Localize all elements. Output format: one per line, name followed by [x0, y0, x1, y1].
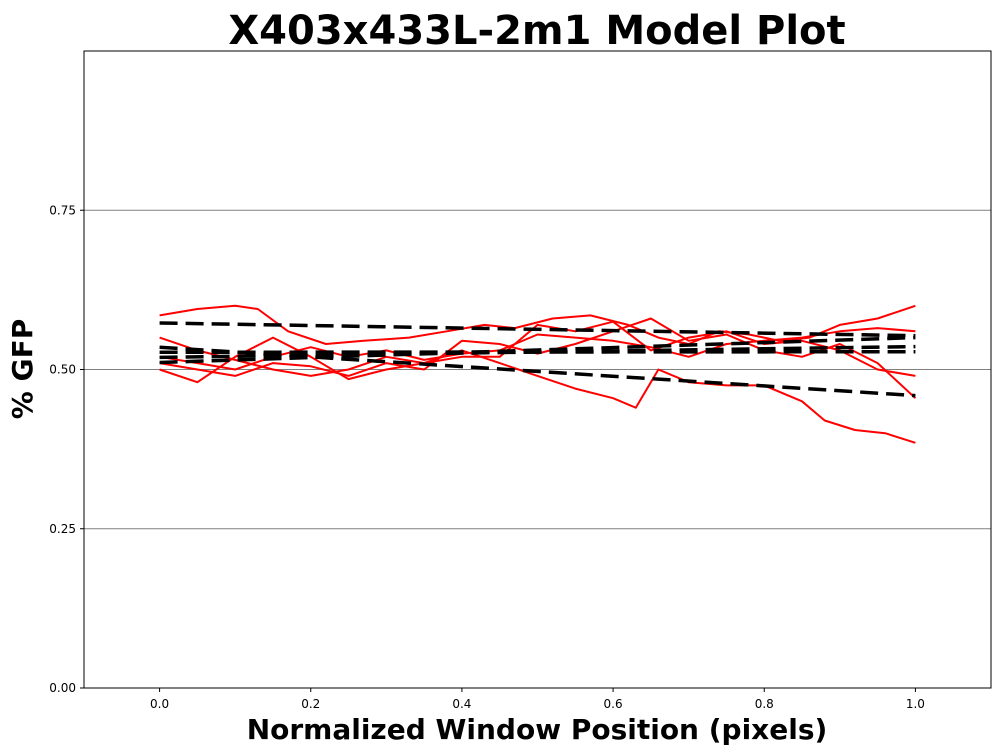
x-axis-label: Normalized Window Position (pixels) — [247, 713, 828, 746]
x-tick-label-0: 0.0 — [150, 697, 169, 711]
y-tick-label-3: 0.75 — [49, 203, 76, 217]
x-tick-label-2: 0.4 — [452, 697, 471, 711]
gridlines — [84, 209, 991, 530]
x-tick-label-5: 1.0 — [906, 697, 925, 711]
x-tick-label-1: 0.2 — [301, 697, 320, 711]
data-line-1 — [159, 336, 916, 444]
fit-line-9 — [159, 335, 916, 365]
x-tick-label-4: 0.8 — [755, 697, 774, 711]
y-axis-label: % GFP — [6, 319, 39, 419]
chart-title: X403x433L-2m1 Model Plot — [228, 8, 845, 54]
y-tick-label-2: 0.50 — [49, 363, 76, 377]
y-tick-label-0: 0.00 — [49, 681, 76, 695]
fit-line-5 — [159, 321, 916, 338]
y-tick-label-1: 0.25 — [49, 522, 76, 536]
fit-line-6 — [159, 345, 916, 398]
x-axis-ticks: 0.0 0.2 0.4 0.6 0.8 1.0 — [150, 688, 925, 711]
fit-line-8 — [159, 344, 916, 360]
data-line-4 — [159, 327, 916, 371]
x-tick-label-3: 0.6 — [604, 697, 623, 711]
series-lines — [159, 304, 917, 444]
y-axis-ticks: 0.00 0.25 0.50 0.75 — [49, 203, 84, 695]
